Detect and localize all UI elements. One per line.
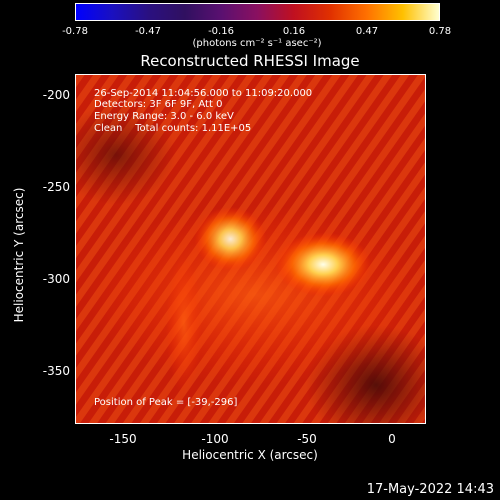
plume-feature xyxy=(166,255,202,395)
method-counts: Clean Total counts: 1.11E+05 xyxy=(94,123,252,134)
x-tick-label: -50 xyxy=(297,432,317,446)
colorbar-tick: 0.47 xyxy=(355,26,379,37)
peak-source xyxy=(194,207,267,271)
peak-source xyxy=(275,232,372,297)
x-axis-label: Heliocentric X (arcsec) xyxy=(182,448,318,462)
time-range: 26-Sep-2014 11:04:56.000 to 11:09:20.000 xyxy=(94,88,313,99)
x-tick-label: 0 xyxy=(388,432,396,446)
colorbar-tick: -0.16 xyxy=(208,26,234,37)
x-tick-label: -100 xyxy=(201,432,229,446)
detectors-info: Detectors: 3F 6F 9F, Att 0 xyxy=(94,99,223,110)
colorbar-tick: -0.78 xyxy=(62,26,88,37)
y-tick-label: -350 xyxy=(42,364,70,378)
solar-image xyxy=(75,74,426,424)
colorbar-tick: 0.16 xyxy=(282,26,306,37)
y-axis-label: Heliocentric Y (arcsec) xyxy=(12,187,26,323)
colorbar-unit: (photons cm⁻² s⁻¹ asec⁻²) xyxy=(192,38,322,49)
peak-position: Position of Peak = [-39,-296] xyxy=(94,397,238,408)
image-title: Reconstructed RHESSI Image xyxy=(140,52,360,70)
y-tick-label: -300 xyxy=(42,272,70,286)
colorbar-tick: -0.47 xyxy=(135,26,161,37)
y-tick-label: -200 xyxy=(42,88,70,102)
energy-range: Energy Range: 3.0 - 6.0 keV xyxy=(94,111,234,122)
colorbar-tick: 0.78 xyxy=(428,26,452,37)
timestamp: 17-May-2022 14:43 xyxy=(366,482,494,497)
x-tick-label: -150 xyxy=(109,432,137,446)
colorbar xyxy=(75,3,440,21)
y-tick-label: -250 xyxy=(42,180,70,194)
heatmap-svg xyxy=(76,75,425,423)
